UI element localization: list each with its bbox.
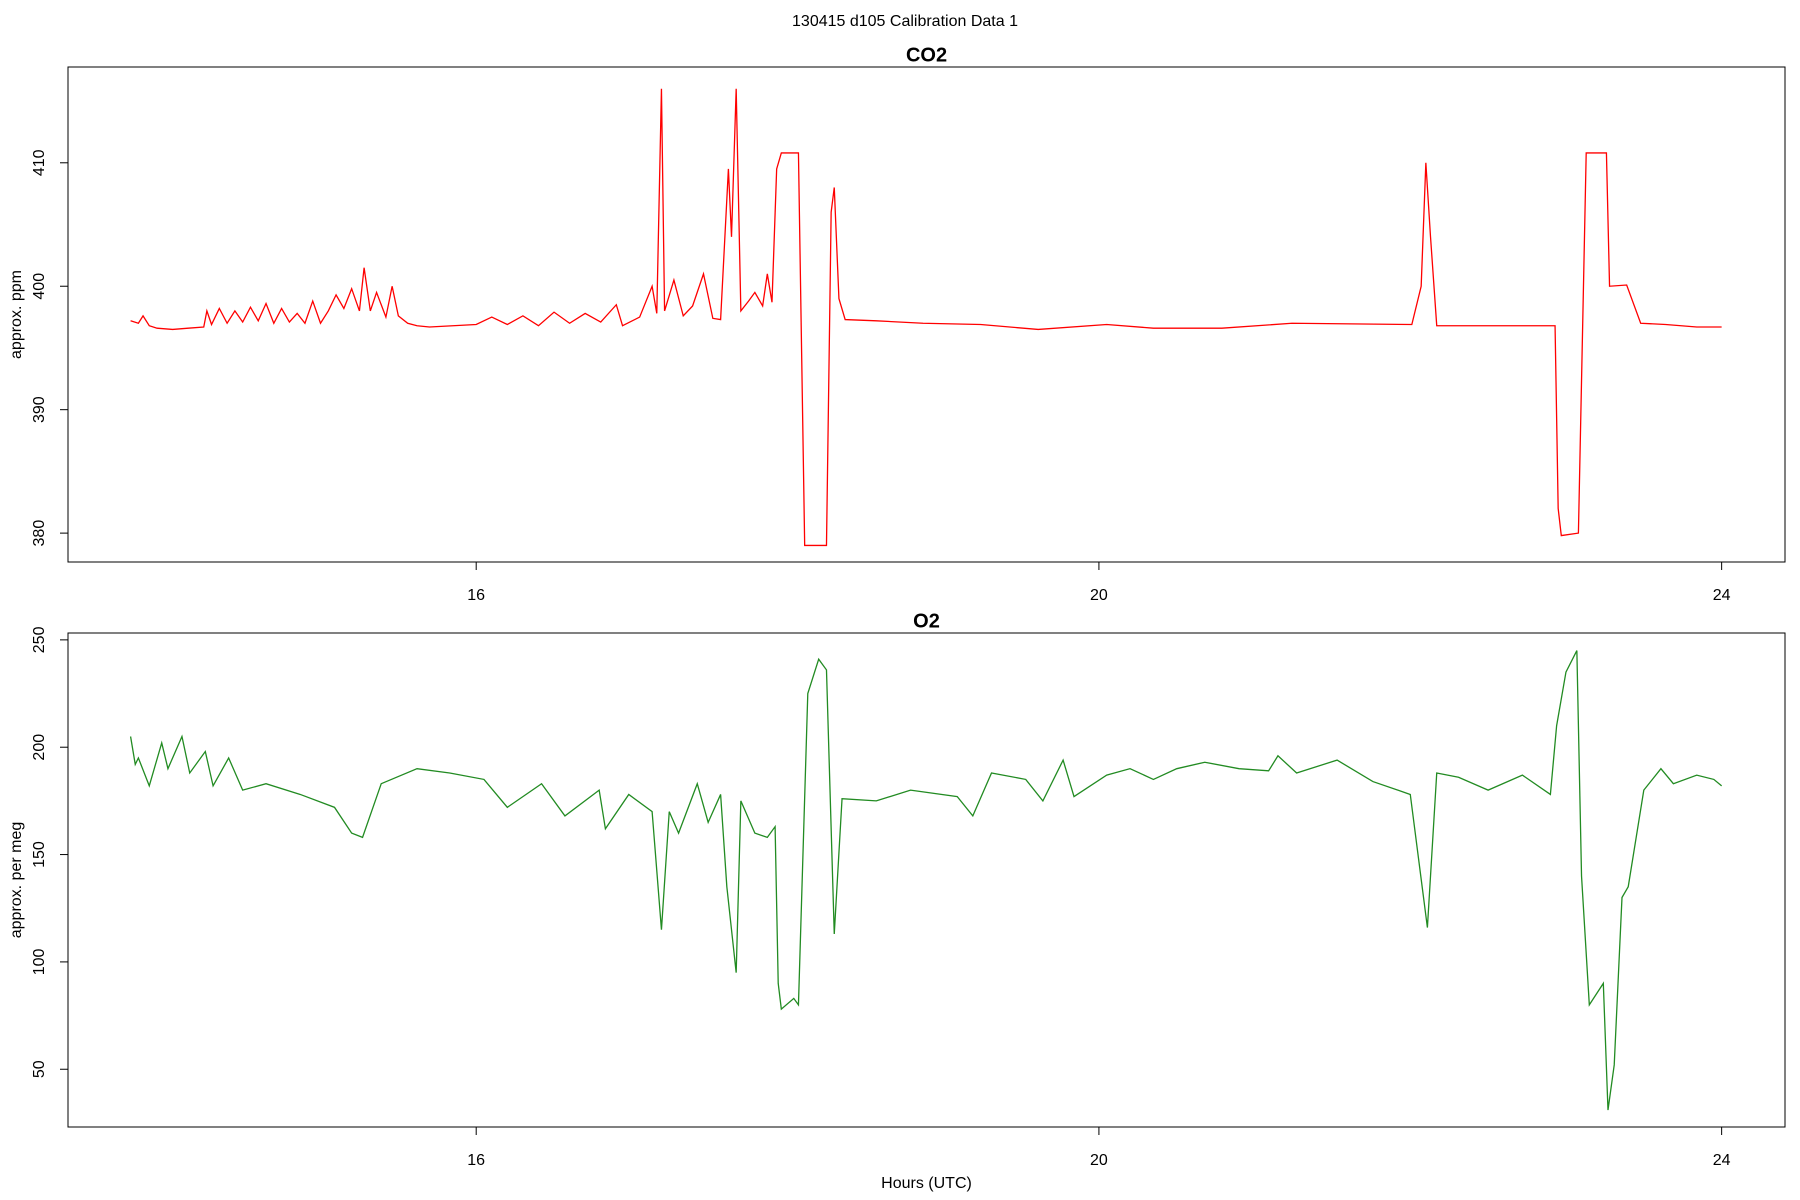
x-tick-label: 24 [1713,1152,1731,1169]
data-line [129,650,1723,1111]
plot-box [67,66,1786,563]
data-line [130,88,1722,547]
y-tick-label: 100 [31,948,48,975]
y-tick-label: 150 [31,841,48,868]
figure-title: 130415 d105 Calibration Data 1 [792,13,1018,30]
x-axis-label: Hours (UTC) [881,1175,972,1192]
y-tick-label: 390 [31,396,48,423]
x-tick-label: 24 [1713,587,1731,604]
y-tick-label: 50 [31,1060,48,1078]
y-tick-label: 250 [31,626,48,653]
plot-box [67,632,1786,1128]
x-tick-label: 16 [467,1152,485,1169]
x-tick-label: 16 [467,587,485,604]
y-tick-label: 200 [31,734,48,761]
x-tick-label: 20 [1090,587,1108,604]
x-tick-label: 20 [1090,1152,1108,1169]
panel-title: O2 [913,610,940,632]
panel-title: CO2 [906,44,947,66]
y-tick-label: 410 [31,149,48,176]
y-axis-label: approx. per meg [8,822,25,939]
y-tick-label: 400 [31,273,48,300]
y-tick-label: 380 [31,520,48,547]
y-axis-label: approx. ppm [8,270,25,359]
